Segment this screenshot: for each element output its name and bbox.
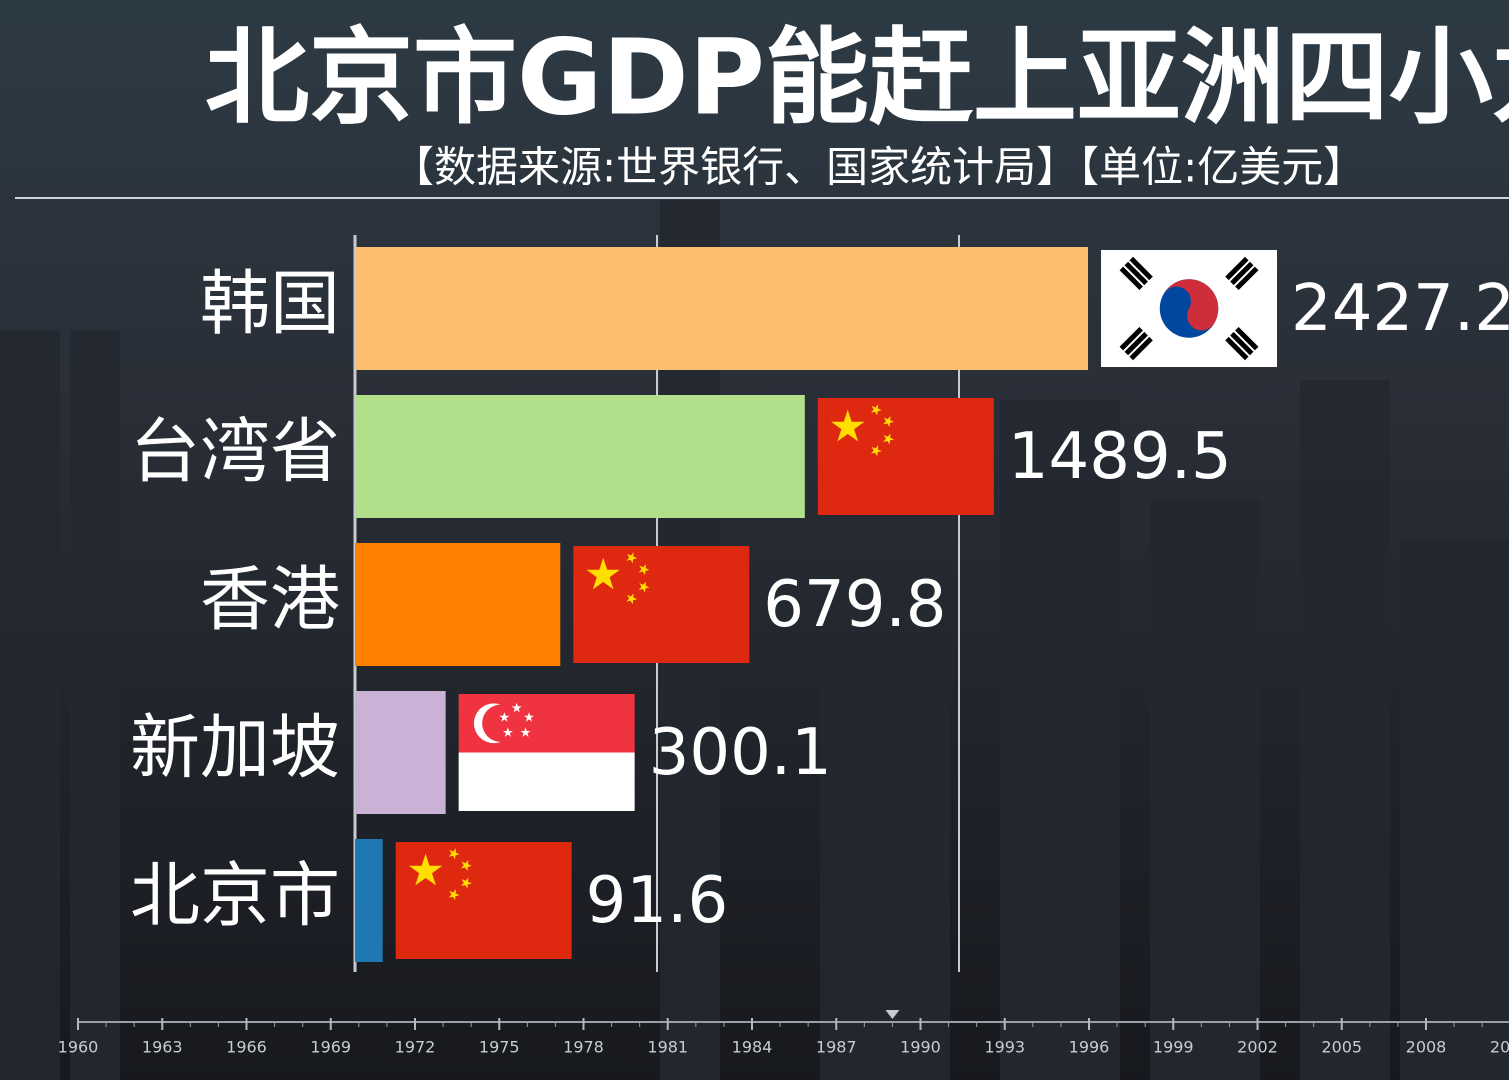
timeline-label: 1969 [310, 1038, 351, 1057]
flag-star [638, 581, 650, 593]
category-label: 新加坡 [130, 707, 340, 789]
flag-star [461, 877, 472, 889]
timeline-label: 2008 [1406, 1038, 1447, 1057]
timeline-label: 1987 [816, 1038, 857, 1057]
flag-star [586, 557, 620, 590]
flag-star [831, 409, 865, 442]
timeline-label: 1978 [563, 1038, 604, 1057]
flag-field [395, 842, 572, 959]
flag-emblem [1163, 279, 1219, 331]
flag [395, 842, 572, 959]
flag-field [573, 546, 750, 663]
flag [1101, 250, 1278, 367]
bar [355, 247, 1089, 370]
category-label: 台湾省 [130, 411, 340, 493]
flag [573, 546, 750, 663]
category-label: 韩国 [200, 263, 340, 345]
bar [355, 543, 561, 666]
flag-trigram [1225, 336, 1249, 361]
flag-star [883, 433, 895, 445]
flag-trigram [1230, 331, 1254, 356]
timeline-label: 1993 [984, 1038, 1025, 1057]
flag-star [638, 564, 650, 576]
timeline-label: 2011 [1490, 1038, 1509, 1057]
flag-trigram [1124, 331, 1148, 356]
timeline-label: 1996 [1069, 1038, 1110, 1057]
bar [355, 691, 446, 814]
title: 北京市GDP能赶上亚洲四小龙 [205, 16, 1509, 138]
flag-trigram [1230, 261, 1254, 286]
category-label: 北京市 [130, 855, 340, 937]
flag [458, 694, 635, 811]
timeline-label: 1972 [395, 1038, 436, 1057]
flag-field [817, 398, 994, 515]
flag-star [626, 593, 638, 605]
value-label: 300.1 [649, 716, 832, 790]
timeline-marker [885, 1010, 900, 1019]
flag-trigram [1119, 326, 1143, 351]
value-label: 679.8 [763, 568, 946, 642]
flag-trigram [1124, 261, 1148, 286]
flag-star [883, 416, 895, 428]
category-label: 香港 [200, 559, 340, 641]
timeline-label: 1990 [900, 1038, 941, 1057]
flag-star [524, 712, 534, 722]
flag-star [511, 702, 522, 713]
flag-star [870, 445, 882, 457]
flag-star [520, 727, 531, 737]
value-label: 91.6 [586, 864, 729, 938]
timeline-label: 1981 [647, 1038, 688, 1057]
timeline-label: 1984 [732, 1038, 773, 1057]
flag-star [870, 404, 882, 416]
flag [817, 398, 994, 515]
flag-trigram [1235, 326, 1259, 351]
timeline-label: 1966 [226, 1038, 267, 1057]
flag-star [499, 712, 510, 722]
bar [355, 395, 805, 518]
flag-trigram [1119, 266, 1143, 291]
bar [355, 839, 383, 962]
flag-star [626, 552, 638, 564]
timeline-label: 1975 [479, 1038, 520, 1057]
flag-field [458, 752, 635, 811]
flag-trigram [1129, 256, 1153, 281]
value-label: 2427.2 [1291, 272, 1509, 346]
timeline-label: 1999 [1153, 1038, 1194, 1057]
flag-trigram [1225, 256, 1249, 281]
flag-star [448, 848, 460, 860]
timeline-label: 1963 [142, 1038, 183, 1057]
timeline-label: 2002 [1237, 1038, 1278, 1057]
subtitle: 【数据来源:世界银行、国家统计局】【单位:亿美元】 [392, 143, 1365, 192]
timeline-label: 1960 [58, 1038, 99, 1057]
flag-star [502, 727, 513, 737]
flag-trigram [1235, 266, 1259, 291]
flag-star [448, 889, 460, 901]
flag-trigram [1129, 336, 1153, 361]
flag-star [408, 853, 443, 886]
timeline-label: 2005 [1321, 1038, 1362, 1057]
flag-crescent [482, 704, 520, 742]
value-label: 1489.5 [1008, 420, 1232, 494]
flag-star [461, 860, 472, 872]
